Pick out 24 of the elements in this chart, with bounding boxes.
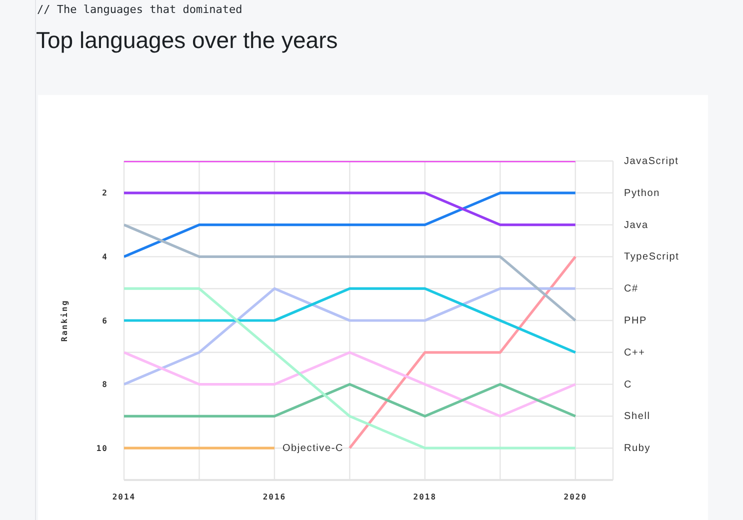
text: Java <box>624 219 648 230</box>
y-tick-label: 4 <box>102 252 108 262</box>
text: Python <box>624 187 660 198</box>
x-tick-label: 2014 <box>112 492 136 502</box>
text: Ruby <box>624 442 651 454</box>
x-tick-label: 2016 <box>262 492 286 502</box>
y-tick-label: 6 <box>102 316 108 326</box>
chart-title: Top languages over the years <box>36 27 338 54</box>
text: JavaScript <box>624 156 679 166</box>
y-tick-label: 2 <box>102 188 108 198</box>
text: C# <box>624 283 638 294</box>
y-tick-label: 10 <box>96 444 108 453</box>
x-tick-label: 2020 <box>564 492 588 502</box>
chart-subtitle: // The languages that dominated <box>37 3 242 16</box>
text: TypeScript <box>624 251 680 262</box>
y-axis-title: Ranking <box>60 299 68 342</box>
text: C++ <box>624 346 646 358</box>
text: PHP <box>624 315 647 326</box>
y-tick-label: 8 <box>102 380 108 390</box>
x-tick-label: 2018 <box>413 492 437 502</box>
line-series <box>124 287 577 386</box>
text: Shell <box>624 410 650 422</box>
series-label: Objective-C <box>282 442 344 454</box>
text: C <box>624 378 632 390</box>
